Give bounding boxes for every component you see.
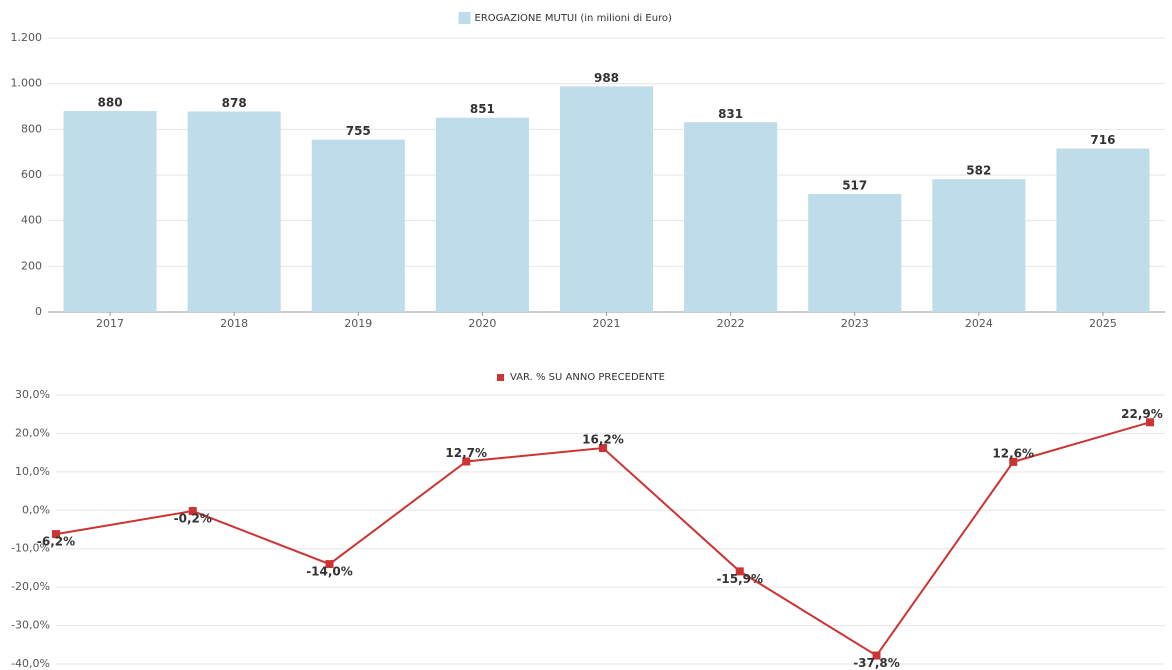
value-label: -6,2%	[37, 535, 75, 549]
point	[462, 457, 471, 466]
point	[1146, 418, 1154, 427]
value-label: 22,9%	[1121, 407, 1163, 421]
value-label: 988	[594, 71, 619, 85]
bar	[932, 179, 1026, 312]
y-tick-label: 800	[21, 122, 42, 135]
x-tick-label: 2018	[220, 317, 248, 330]
y-tick-label: -40,0%	[11, 657, 50, 670]
y-tick-label: 30,0%	[15, 388, 50, 401]
value-label: 16,2%	[582, 433, 624, 447]
x-tick-label: 2023	[841, 317, 869, 330]
x-tick-label: 2022	[717, 317, 745, 330]
point	[872, 651, 881, 660]
value-label: 12,6%	[992, 446, 1034, 460]
y-tick-label: -10,0%	[11, 542, 50, 555]
value-label: 716	[1090, 133, 1115, 147]
legend-swatch	[497, 374, 504, 381]
value-label: -37,8%	[853, 656, 900, 670]
point	[1009, 457, 1018, 466]
value-label: 851	[470, 102, 495, 116]
x-tick-label: 2019	[344, 317, 372, 330]
point	[735, 567, 744, 576]
legend-swatch	[458, 12, 471, 24]
x-tick-label: 2021	[593, 317, 621, 330]
y-tick-label: 1.000	[11, 77, 43, 90]
value-label: 12,7%	[445, 446, 487, 460]
bar	[1056, 148, 1150, 312]
x-tick-label: 2020	[468, 317, 496, 330]
y-tick-label: 600	[21, 168, 42, 181]
value-label: 880	[98, 96, 123, 110]
value-label: 582	[966, 164, 991, 178]
point	[325, 560, 334, 569]
point	[52, 530, 60, 539]
y-tick-label: -30,0%	[11, 619, 50, 632]
value-label: 517	[842, 178, 867, 192]
y-tick-label: 10,0%	[15, 465, 50, 478]
bar	[187, 111, 281, 312]
x-tick-label: 2024	[965, 317, 993, 330]
y-tick-label: 20,0%	[15, 426, 50, 439]
y-tick-label: 1.200	[11, 31, 43, 44]
line	[55, 421, 1151, 657]
bar	[435, 117, 529, 313]
value-label: -15,9%	[716, 572, 763, 586]
value-label: 831	[718, 107, 743, 121]
y-tick-label: -20,0%	[11, 580, 50, 593]
bar	[311, 139, 405, 312]
y-tick-label: 200	[21, 259, 42, 272]
value-label: 755	[346, 124, 371, 138]
y-tick-label: 400	[21, 214, 42, 227]
legend-label: EROGAZIONE MUTUI (in milioni di Euro)	[475, 13, 673, 24]
value-label: -0,2%	[174, 512, 212, 526]
bar	[63, 111, 157, 312]
x-tick-label: 2017	[96, 317, 124, 330]
x-tick-label: 2025	[1089, 317, 1117, 330]
point	[188, 507, 197, 516]
value-label: -14,0%	[306, 565, 353, 579]
value-label: 878	[222, 96, 247, 110]
point	[599, 444, 607, 453]
bar	[808, 193, 902, 312]
y-tick-label: 0,0%	[22, 503, 50, 516]
y-tick-label: 0	[35, 305, 42, 318]
legend-label: VAR. % SU ANNO PRECEDENTE	[510, 372, 665, 383]
bar	[684, 122, 778, 312]
bar	[559, 86, 654, 312]
